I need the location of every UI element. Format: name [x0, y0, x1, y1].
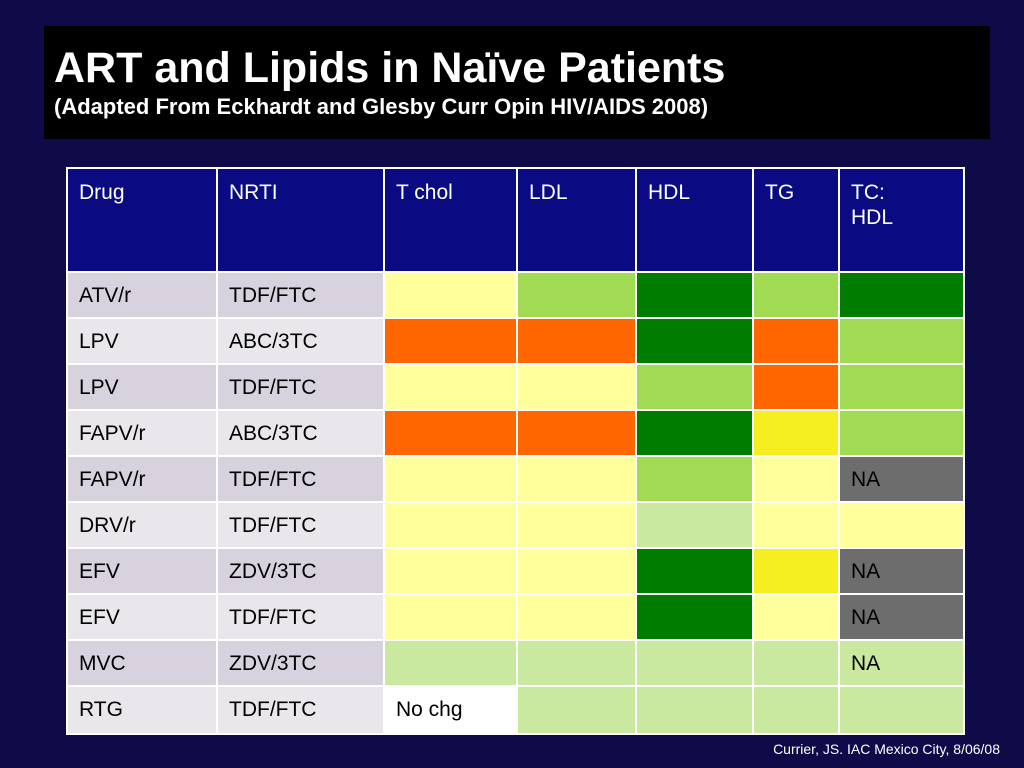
cell-tg [752, 685, 840, 735]
table-row: DRV/r TDF/FTC [66, 501, 965, 549]
cell-tc-hdl [838, 409, 965, 457]
header-nrti: NRTI [216, 167, 385, 273]
cell-nrti: TDF/FTC [216, 593, 385, 641]
cell-hdl [635, 685, 754, 735]
cell-hdl [635, 455, 754, 503]
cell-ldl [516, 501, 637, 549]
cell-t-chol [383, 501, 518, 549]
cell-drug: LPV [66, 317, 218, 365]
lipid-effects-table: Drug NRTI T chol LDL HDL TG TC: HDL ATV/r… [66, 167, 965, 735]
header-drug: Drug [66, 167, 218, 273]
cell-tg [752, 455, 840, 503]
cell-nrti: TDF/FTC [216, 455, 385, 503]
cell-tg [752, 409, 840, 457]
cell-drug: RTG [66, 685, 218, 735]
cell-t-chol [383, 455, 518, 503]
cell-ldl [516, 547, 637, 595]
cell-tc-hdl [838, 363, 965, 411]
cell-hdl [635, 593, 754, 641]
cell-nrti: ABC/3TC [216, 317, 385, 365]
cell-ldl [516, 271, 637, 319]
slide-subtitle: (Adapted From Eckhardt and Glesby Curr O… [54, 94, 709, 119]
slide-title: ART and Lipids in Naïve Patients [54, 44, 726, 92]
cell-ldl [516, 317, 637, 365]
cell-tc-hdl: NA [838, 593, 965, 641]
cell-ldl [516, 593, 637, 641]
cell-nrti: ZDV/3TC [216, 639, 385, 687]
cell-nrti: ABC/3TC [216, 409, 385, 457]
cell-drug: MVC [66, 639, 218, 687]
cell-tc-hdl: NA [838, 455, 965, 503]
cell-t-chol [383, 409, 518, 457]
cell-tg [752, 501, 840, 549]
table-row: FAPV/r TDF/FTC NA [66, 455, 965, 503]
table-row: LPV TDF/FTC [66, 363, 965, 411]
cell-nrti: TDF/FTC [216, 685, 385, 735]
cell-ldl [516, 455, 637, 503]
cell-tc-hdl: NA [838, 639, 965, 687]
cell-drug: EFV [66, 593, 218, 641]
header-hdl: HDL [635, 167, 754, 273]
table-row: EFV TDF/FTC NA [66, 593, 965, 641]
table-row: RTG TDF/FTC No chg [66, 685, 965, 735]
cell-ldl [516, 409, 637, 457]
cell-ldl [516, 639, 637, 687]
cell-drug: DRV/r [66, 501, 218, 549]
cell-t-chol [383, 317, 518, 365]
cell-drug: FAPV/r [66, 409, 218, 457]
cell-hdl [635, 271, 754, 319]
cell-tg [752, 363, 840, 411]
table-row: FAPV/r ABC/3TC [66, 409, 965, 457]
cell-t-chol [383, 271, 518, 319]
cell-drug: EFV [66, 547, 218, 595]
cell-tg [752, 547, 840, 595]
cell-tc-hdl [838, 685, 965, 735]
header-ldl: LDL [516, 167, 637, 273]
cell-tc-hdl: NA [838, 547, 965, 595]
cell-nrti: TDF/FTC [216, 501, 385, 549]
cell-nrti: TDF/FTC [216, 363, 385, 411]
table-row: ATV/r TDF/FTC [66, 271, 965, 319]
cell-tg [752, 317, 840, 365]
cell-hdl [635, 501, 754, 549]
cell-tc-hdl [838, 501, 965, 549]
header-tg: TG [752, 167, 840, 273]
header-tc-hdl: TC: HDL [838, 167, 965, 273]
cell-tg [752, 593, 840, 641]
cell-hdl [635, 317, 754, 365]
table-body: ATV/r TDF/FTC LPV ABC/3TC LPV TDF/FTC FAPV/r AB… [66, 271, 965, 735]
table-row: LPV ABC/3TC [66, 317, 965, 365]
title-box: ART and Lipids in Naïve Patients (Adapte… [44, 26, 990, 139]
cell-t-chol [383, 363, 518, 411]
cell-drug: ATV/r [66, 271, 218, 319]
cell-tc-hdl [838, 271, 965, 319]
citation-footer: Currier, JS. IAC Mexico City, 8/06/08 [773, 741, 1000, 757]
cell-t-chol: No chg [383, 685, 518, 735]
table-row: MVC ZDV/3TC NA [66, 639, 965, 687]
cell-hdl [635, 547, 754, 595]
cell-nrti: ZDV/3TC [216, 547, 385, 595]
cell-t-chol [383, 593, 518, 641]
cell-nrti: TDF/FTC [216, 271, 385, 319]
cell-tc-hdl [838, 317, 965, 365]
cell-tg [752, 271, 840, 319]
header-t-chol: T chol [383, 167, 518, 273]
table-header-row: Drug NRTI T chol LDL HDL TG TC: HDL [66, 167, 965, 273]
table-row: EFV ZDV/3TC NA [66, 547, 965, 595]
cell-ldl [516, 363, 637, 411]
cell-hdl [635, 639, 754, 687]
cell-hdl [635, 409, 754, 457]
cell-ldl [516, 685, 637, 735]
cell-drug: LPV [66, 363, 218, 411]
cell-tg [752, 639, 840, 687]
cell-t-chol [383, 639, 518, 687]
header-tc-hdl-line1: TC: [851, 181, 885, 204]
header-tc-hdl-line2: HDL [851, 206, 894, 229]
cell-t-chol [383, 547, 518, 595]
cell-hdl [635, 363, 754, 411]
cell-drug: FAPV/r [66, 455, 218, 503]
